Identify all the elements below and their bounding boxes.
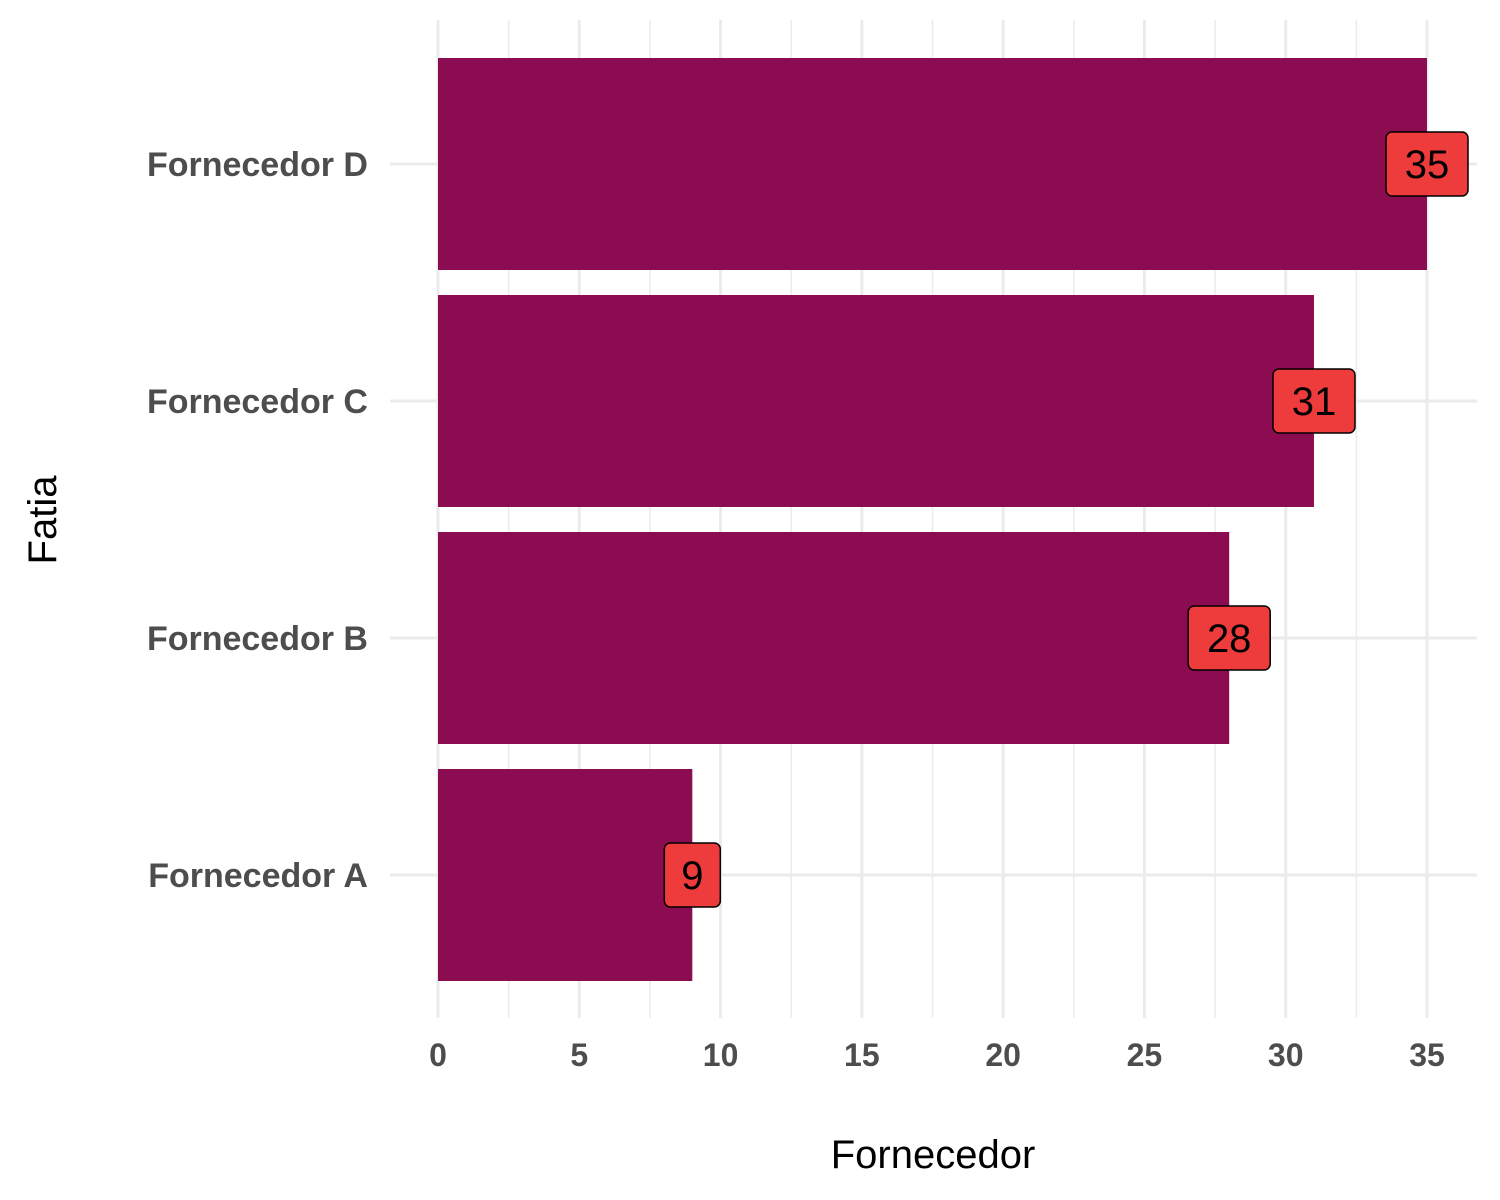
x-tick-label: 0 <box>429 1037 447 1073</box>
data-label: 31 <box>1272 368 1356 434</box>
x-axis-title: Fornecedor <box>831 1133 1036 1177</box>
x-tick-label: 20 <box>985 1037 1021 1073</box>
data-label: 9 <box>663 842 722 908</box>
bar <box>438 58 1427 270</box>
y-tick-label: Fornecedor B <box>147 620 368 658</box>
data-label-value: 31 <box>1292 380 1337 424</box>
x-tick-label: 10 <box>703 1037 739 1073</box>
x-tick-label: 25 <box>1127 1037 1163 1073</box>
x-tick-label: 15 <box>844 1037 880 1073</box>
x-tick-label: 35 <box>1409 1037 1445 1073</box>
y-axis-tick-labels: Fornecedor A Fornecedor B Fornecedor C Forn… <box>147 146 368 895</box>
data-label-value: 28 <box>1207 617 1252 661</box>
data-label-box <box>663 842 722 908</box>
y-tick-label: Fornecedor D <box>147 146 368 184</box>
data-labels: 9 28 31 35 <box>663 131 1469 908</box>
data-label-value: 9 <box>681 854 703 898</box>
x-tick-label: 5 <box>570 1037 588 1073</box>
bar <box>438 769 693 981</box>
bars <box>438 58 1427 981</box>
y-axis-title: Fatia <box>21 475 65 565</box>
data-label-box <box>1187 605 1271 671</box>
bar <box>438 295 1314 507</box>
data-label-value: 35 <box>1405 143 1450 187</box>
y-tick-label: Fornecedor C <box>147 383 368 421</box>
data-label: 35 <box>1385 131 1469 197</box>
x-axis-tick-labels: 0 5 10 15 20 25 30 35 <box>429 1037 1445 1073</box>
bar <box>438 532 1230 744</box>
x-tick-label: 30 <box>1268 1037 1304 1073</box>
y-tick-label: Fornecedor A <box>148 857 368 895</box>
data-label-box <box>1272 368 1356 434</box>
data-label: 28 <box>1187 605 1271 671</box>
data-label-box <box>1385 131 1469 197</box>
